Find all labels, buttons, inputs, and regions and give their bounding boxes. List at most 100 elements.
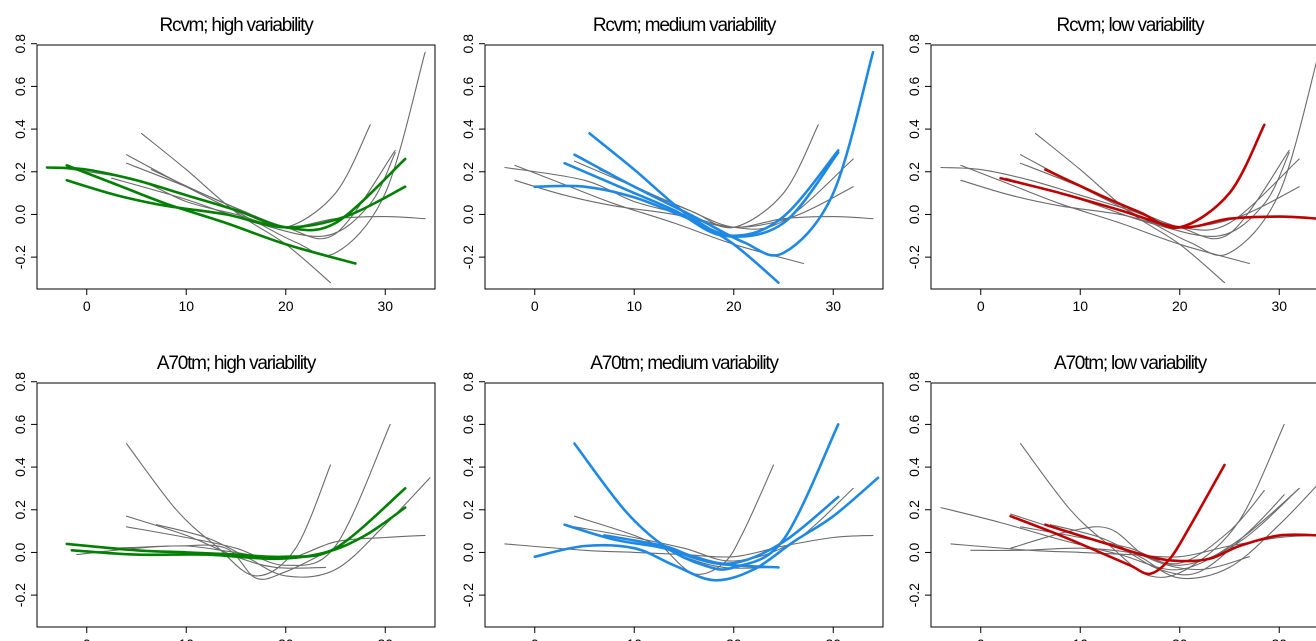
x-tick-label: 30 xyxy=(825,298,841,314)
plot-frame xyxy=(36,44,436,290)
y-tick-label: 0.2 xyxy=(460,162,476,182)
chart-panel-6: A70tm; low variability -0.2 0.0 0.2 0.4 0.6 0.… xyxy=(906,353,1316,641)
background-series-line-4 xyxy=(125,515,327,569)
y-tick-label: 0.6 xyxy=(906,414,922,434)
y-tick-label: 0.4 xyxy=(906,119,922,139)
x-tick-label: 0 xyxy=(977,298,985,314)
x-tick-label: 20 xyxy=(1172,298,1188,314)
x-axis: 0 10 20 30 xyxy=(977,627,1287,641)
x-tick-label: 0 xyxy=(83,298,91,314)
y-axis: -0.2 0.0 0.2 0.4 0.6 0.8 xyxy=(12,372,37,607)
background-series-line-7 xyxy=(663,464,775,575)
plot-frame xyxy=(484,382,884,628)
highlight-series-line-1 xyxy=(1009,463,1226,576)
y-axis: -0.2 0.0 0.2 0.4 0.6 0.8 xyxy=(12,34,37,269)
highlight-series-line-2 xyxy=(533,476,880,582)
background-series-line-3 xyxy=(940,158,1300,231)
y-tick-label: 0.6 xyxy=(460,76,476,96)
plot-frame xyxy=(484,44,884,290)
x-tick-label: 10 xyxy=(1072,298,1088,314)
x-tick-label: 10 xyxy=(626,298,642,314)
background-series-line-3 xyxy=(125,443,332,577)
x-tick-label: 20 xyxy=(726,298,742,314)
y-tick-label: -0.2 xyxy=(12,245,28,269)
x-tick-label: 0 xyxy=(531,636,539,641)
chart-panel-4: A70tm; high variability -0.2 0.0 0.2 0.4 0.6 0… xyxy=(12,353,436,641)
highlight-series-line-3 xyxy=(65,164,357,265)
background-series-line-7 xyxy=(155,477,431,578)
y-tick-label: 0.4 xyxy=(906,457,922,477)
highlight-series-line-1 xyxy=(573,423,840,571)
x-axis: 0 10 20 30 xyxy=(83,627,393,641)
background-series-line-8 xyxy=(1049,485,1316,580)
y-tick-label: 0.6 xyxy=(12,414,28,434)
plot-frame xyxy=(930,382,1316,628)
background-series-line-8 xyxy=(598,124,819,229)
highlight-series-line-2 xyxy=(1044,123,1266,230)
y-tick-label: 0.8 xyxy=(460,372,476,392)
x-tick-label: 20 xyxy=(278,636,294,641)
y-tick-label: 0.4 xyxy=(12,119,28,139)
y-tick-label: 0.4 xyxy=(460,457,476,477)
x-tick-label: 20 xyxy=(278,298,294,314)
y-tick-label: 0.2 xyxy=(460,500,476,520)
y-tick-label: 0.2 xyxy=(12,162,28,182)
x-tick-label: 30 xyxy=(377,298,393,314)
x-tick-label: 30 xyxy=(1271,636,1287,641)
x-tick-label: 30 xyxy=(825,636,841,641)
y-tick-label: 0.4 xyxy=(12,457,28,477)
y-tick-label: 0.6 xyxy=(12,76,28,96)
panel-title: A70tm; low variability xyxy=(1054,353,1208,374)
chart-panel-1: Rcvm; high variability -0.2 0.0 0.2 0.4 0.6 0.… xyxy=(12,15,436,314)
series-group xyxy=(45,51,426,284)
highlight-series-line-4 xyxy=(603,495,840,565)
series-group xyxy=(65,423,431,580)
y-tick-label: -0.2 xyxy=(460,583,476,607)
y-tick-label: 0.8 xyxy=(12,34,28,54)
y-tick-label: 0.0 xyxy=(460,543,476,563)
background-series-line-6 xyxy=(140,132,332,284)
plot-frame xyxy=(930,44,1316,290)
highlight-series-line-3 xyxy=(563,523,780,569)
x-tick-label: 0 xyxy=(977,636,985,641)
background-series-line-9 xyxy=(111,152,396,237)
y-axis: -0.2 0.0 0.2 0.4 0.6 0.8 xyxy=(906,372,931,607)
y-tick-label: 0.6 xyxy=(906,76,922,96)
x-tick-label: 30 xyxy=(1271,298,1287,314)
background-series-line-5 xyxy=(960,164,1250,265)
panel-title: A70tm; medium variability xyxy=(590,353,779,374)
y-axis: -0.2 0.0 0.2 0.4 0.6 0.8 xyxy=(460,34,485,269)
y-axis: -0.2 0.0 0.2 0.4 0.6 0.8 xyxy=(460,372,485,607)
background-series-line-8 xyxy=(1019,149,1290,240)
y-tick-label: 0.0 xyxy=(12,205,28,225)
highlight-series-line-4 xyxy=(563,151,840,238)
y-tick-label: 0.0 xyxy=(906,205,922,225)
x-axis: 0 10 20 30 xyxy=(977,289,1287,314)
chart-panel-2: Rcvm; medium variability -0.2 0.0 0.2 0.4 0.6… xyxy=(460,15,884,314)
background-series-line-7 xyxy=(514,179,854,228)
panel-title: Rcvm; medium variability xyxy=(593,15,777,36)
y-tick-label: 0.2 xyxy=(906,162,922,182)
background-series-line-4 xyxy=(1019,423,1285,578)
y-tick-label: -0.2 xyxy=(460,245,476,269)
x-tick-label: 10 xyxy=(626,636,642,641)
y-tick-label: 0.0 xyxy=(12,543,28,563)
background-series-line-5 xyxy=(504,166,874,228)
background-series-line-5 xyxy=(504,534,874,558)
y-tick-label: 0.8 xyxy=(12,372,28,392)
y-axis: -0.2 0.0 0.2 0.4 0.6 0.8 xyxy=(906,34,931,269)
series-group xyxy=(504,423,880,582)
background-series-line-8 xyxy=(125,51,426,257)
x-tick-label: 10 xyxy=(178,298,194,314)
y-tick-label: 0.8 xyxy=(460,34,476,54)
y-tick-label: 0.4 xyxy=(460,119,476,139)
highlight-series-line-1 xyxy=(65,487,407,559)
highlight-series-line-2 xyxy=(1044,523,1316,563)
series-group xyxy=(940,61,1316,284)
highlight-series-line-2 xyxy=(65,179,407,229)
y-tick-label: 0.0 xyxy=(460,205,476,225)
background-series-line-8 xyxy=(116,544,327,580)
y-tick-label: 0.6 xyxy=(460,414,476,434)
background-series-line-9 xyxy=(1010,494,1285,576)
